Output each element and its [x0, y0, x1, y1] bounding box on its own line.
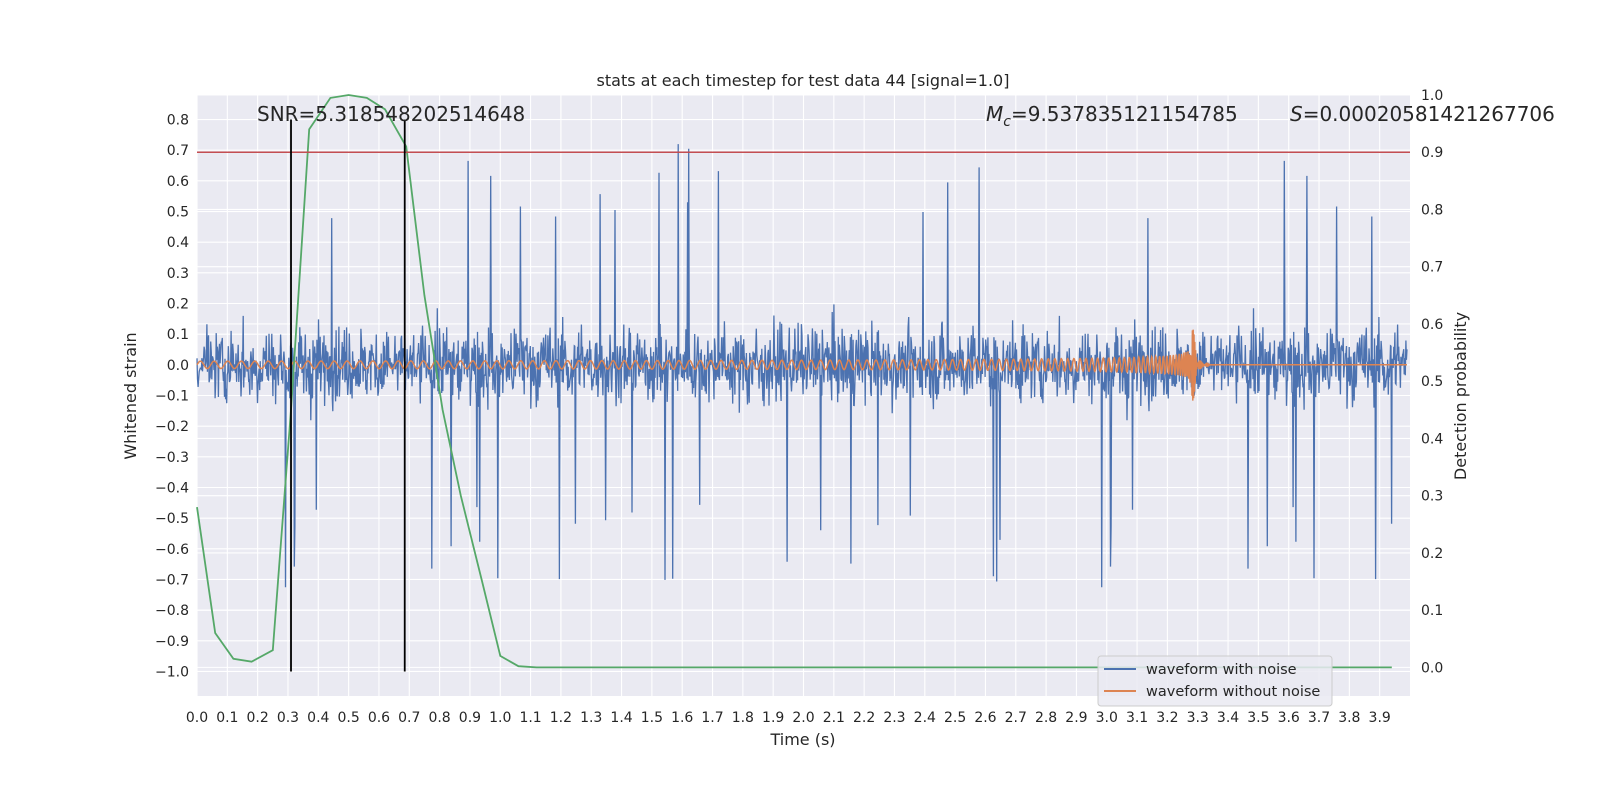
- markers: [197, 119, 1410, 672]
- y-right-tick-label: 0.5: [1421, 374, 1443, 390]
- y-left-tick-label: −0.7: [155, 572, 189, 588]
- legend-label-noise: waveform with noise: [1146, 662, 1297, 678]
- legend: waveform with noise waveform without noi…: [1097, 655, 1333, 707]
- x-tick-label: 0.9: [459, 710, 481, 726]
- x-tick-label: 1.7: [701, 710, 723, 726]
- y-right-axis-label: Detection probability: [1451, 312, 1470, 480]
- y-left-axis-ticks: 0.8 0.7 0.6 0.5 0.4 0.3 0.2 0.1 0.0 −0.1 −0.2 −0.3 −…: [155, 113, 189, 681]
- s-annotation: S=0.00020581421267706: [1290, 102, 1555, 126]
- y-left-tick-label: 0.7: [167, 143, 189, 159]
- x-tick-label: 2.7: [1005, 710, 1027, 726]
- legend-label-clean: waveform without noise: [1146, 684, 1320, 700]
- y-left-tick-label: −1.0: [155, 664, 189, 680]
- x-tick-label: 1.6: [671, 710, 693, 726]
- y-right-tick-label: 0.2: [1421, 546, 1443, 562]
- y-left-tick-label: −0.3: [155, 450, 189, 466]
- x-axis-label: Time (s): [769, 730, 835, 749]
- y-left-tick-label: 0.6: [167, 174, 189, 190]
- x-tick-label: 1.2: [550, 710, 572, 726]
- x-tick-label: 1.8: [732, 710, 754, 726]
- x-axis-ticks: 0.0 0.1 0.2 0.3 0.4 0.5 0.6 0.7 0.8 0.9 1.0 1.1 1.2 1…: [186, 710, 1391, 726]
- x-tick-label: 2.5: [944, 710, 966, 726]
- y-left-tick-label: −0.8: [155, 603, 189, 619]
- y-left-tick-label: 0.2: [167, 297, 189, 313]
- x-tick-label: 3.4: [1217, 710, 1239, 726]
- y-right-tick-label: 1.0: [1421, 88, 1443, 104]
- y-left-tick-label: 0.0: [167, 358, 189, 374]
- snr-annotation: SNR=5.318548202514648: [257, 102, 525, 126]
- y-left-tick-label: −0.6: [155, 542, 189, 558]
- x-tick-label: 0.6: [368, 710, 390, 726]
- x-tick-label: 1.0: [489, 710, 511, 726]
- x-tick-label: 0.5: [337, 710, 359, 726]
- y-left-tick-label: −0.5: [155, 511, 189, 527]
- y-right-tick-label: 0.4: [1421, 431, 1443, 447]
- x-tick-label: 0.1: [216, 710, 238, 726]
- x-tick-label: 2.0: [792, 710, 814, 726]
- x-tick-label: 3.8: [1338, 710, 1360, 726]
- x-tick-label: 3.0: [1096, 710, 1118, 726]
- y-right-tick-label: 0.8: [1421, 202, 1443, 218]
- y-left-tick-label: −0.1: [155, 389, 189, 405]
- x-tick-label: 2.3: [883, 710, 905, 726]
- grid: [196, 94, 1410, 696]
- x-tick-label: 0.3: [277, 710, 299, 726]
- x-tick-label: 0.0: [186, 710, 208, 726]
- x-tick-label: 3.2: [1156, 710, 1178, 726]
- x-tick-label: 2.8: [1035, 710, 1057, 726]
- detection-probability-line: [196, 94, 1392, 669]
- y-left-tick-label: 0.1: [167, 327, 189, 343]
- x-tick-label: 1.3: [580, 710, 602, 726]
- x-tick-label: 2.6: [974, 710, 996, 726]
- chart-title: stats at each timestep for test data 44 …: [597, 71, 1010, 90]
- x-tick-label: 0.8: [428, 710, 450, 726]
- x-tick-label: 3.7: [1308, 710, 1330, 726]
- x-tick-label: 1.1: [519, 710, 541, 726]
- x-tick-label: 1.9: [762, 710, 784, 726]
- y-right-axis-ticks: 1.0 0.9 0.8 0.7 0.6 0.5 0.4 0.3 0.2 0.1 0.0: [1421, 88, 1443, 676]
- y-left-tick-label: −0.2: [155, 419, 189, 435]
- y-left-tick-label: 0.8: [167, 113, 189, 129]
- clean-chirp-line: [196, 329, 1407, 401]
- x-tick-label: 1.4: [610, 710, 632, 726]
- y-right-tick-label: 0.6: [1421, 317, 1443, 333]
- y-left-tick-label: −0.4: [155, 480, 189, 496]
- mc-value: =9.537835121154785: [1011, 102, 1238, 126]
- x-tick-label: 2.4: [914, 710, 936, 726]
- y-right-tick-label: 0.9: [1421, 145, 1443, 161]
- x-tick-label: 3.9: [1369, 710, 1391, 726]
- x-tick-label: 3.3: [1187, 710, 1209, 726]
- y-right-tick-label: 0.0: [1421, 660, 1443, 676]
- y-left-axis-label: Whitened strain: [121, 332, 140, 459]
- series-waveform-without-noise: [196, 329, 1407, 401]
- x-tick-label: 1.5: [641, 710, 663, 726]
- x-tick-label: 3.5: [1247, 710, 1269, 726]
- y-right-tick-label: 0.7: [1421, 260, 1443, 276]
- x-tick-label: 2.1: [823, 710, 845, 726]
- x-tick-label: 0.2: [247, 710, 269, 726]
- y-left-tick-label: 0.4: [167, 235, 189, 251]
- x-tick-label: 0.7: [398, 710, 420, 726]
- x-tick-label: 0.4: [307, 710, 329, 726]
- series-detection-probability: [196, 94, 1392, 669]
- x-tick-label: 2.2: [853, 710, 875, 726]
- x-tick-label: 3.1: [1126, 710, 1148, 726]
- legend-box: [1097, 655, 1333, 707]
- x-tick-label: 2.9: [1065, 710, 1087, 726]
- mc-annotation: Mc=9.537835121154785: [986, 102, 1238, 130]
- s-value: =0.00020581421267706: [1303, 102, 1555, 126]
- y-left-tick-label: 0.3: [167, 266, 189, 282]
- y-right-tick-label: 0.3: [1421, 489, 1443, 505]
- x-tick-label: 3.6: [1278, 710, 1300, 726]
- y-right-tick-label: 0.1: [1421, 603, 1443, 619]
- y-left-tick-label: −0.9: [155, 634, 189, 650]
- y-left-tick-label: 0.5: [167, 205, 189, 221]
